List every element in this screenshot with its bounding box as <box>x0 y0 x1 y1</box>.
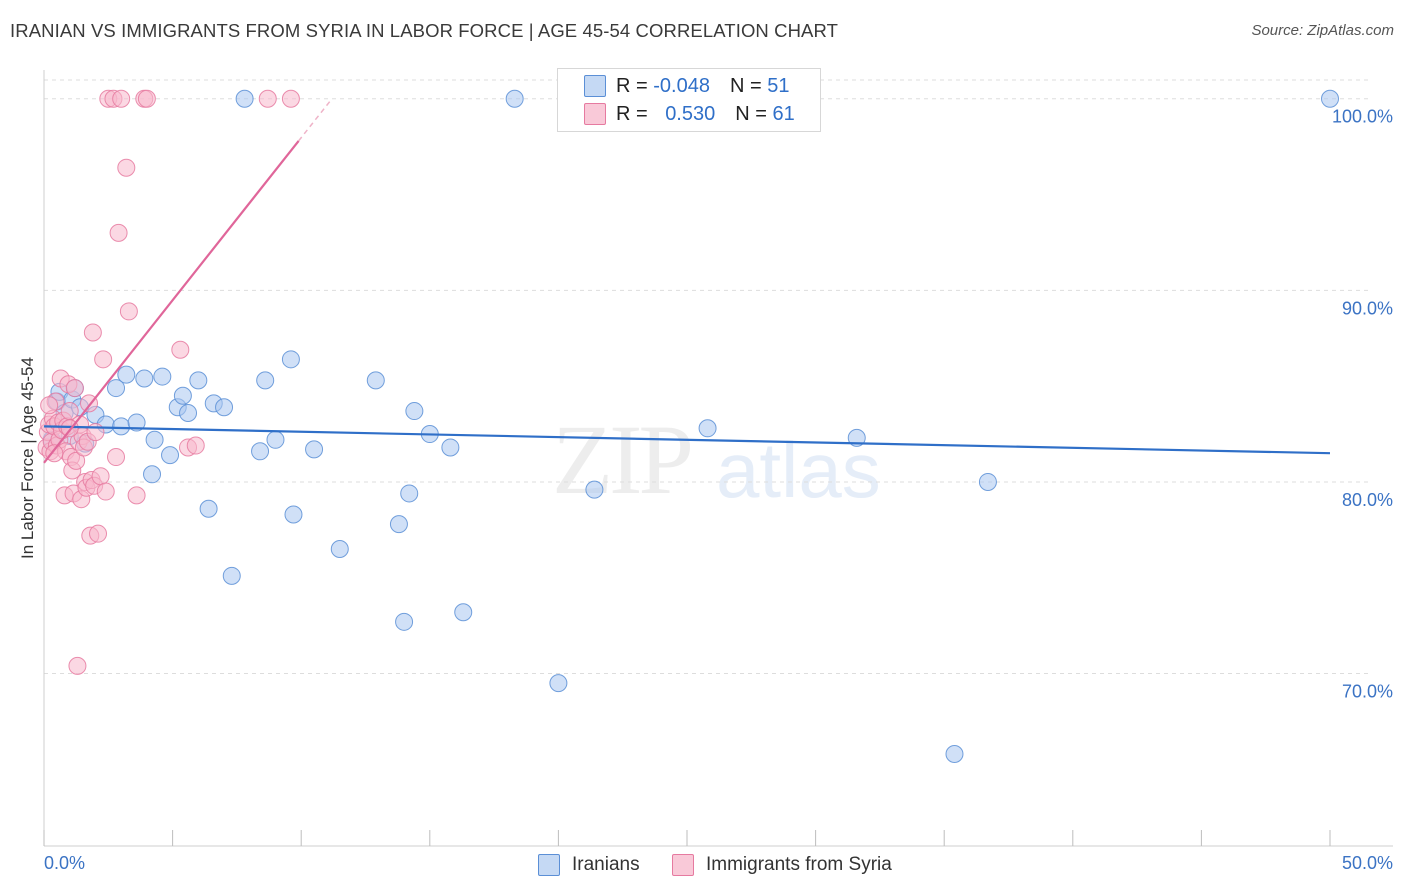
syria-point <box>40 396 59 415</box>
iranian-point <box>117 365 136 384</box>
y-tick-label: 70.0% <box>1342 682 1393 702</box>
iranian-point <box>127 413 146 432</box>
y-tick-label: 100.0% <box>1332 107 1393 127</box>
correlation-legend: R = -0.048 N = 51 R = 0.530 N = 61 <box>557 68 821 132</box>
iranian-point <box>107 379 126 398</box>
iranian-point <box>366 371 385 390</box>
bottom-legend-iranians: Iranians <box>538 852 640 878</box>
iranian-point <box>441 438 460 457</box>
iranian-point <box>505 89 524 108</box>
syria-point <box>94 350 113 369</box>
iranian-trend-line <box>43 425 1331 455</box>
legend-swatch-blue <box>584 75 606 97</box>
x-tick-label: 0.0% <box>44 853 85 873</box>
iranian-point <box>235 89 254 108</box>
syria-point <box>137 89 156 108</box>
syria-point <box>281 89 300 108</box>
iranian-point <box>199 499 218 518</box>
iranian-point <box>266 430 285 449</box>
syria-point <box>65 379 84 398</box>
iranian-point <box>179 403 198 422</box>
iranian-point <box>222 566 241 585</box>
iranian-point <box>173 386 192 405</box>
iranian-point <box>847 428 866 447</box>
iranian-point <box>251 442 270 461</box>
iranian-point <box>153 367 172 386</box>
syria-trend-extension <box>298 98 333 142</box>
iranian-point <box>454 603 473 622</box>
iranian-point <box>395 612 414 631</box>
syria-point <box>109 223 128 242</box>
legend-stats-iranians: R = -0.048 N = 51 <box>616 74 790 97</box>
iranian-point <box>256 371 275 390</box>
y-tick-label: 80.0% <box>1342 490 1393 510</box>
iranian-point <box>330 540 349 559</box>
iranian-point <box>189 371 208 390</box>
iranian-point <box>215 398 234 417</box>
iranian-point <box>281 350 300 369</box>
syria-point <box>68 656 87 675</box>
syria-point <box>45 444 64 463</box>
bottom-legend-swatch-blue <box>538 854 560 876</box>
x-tick-label: 50.0% <box>1342 853 1393 873</box>
syria-point <box>119 302 138 321</box>
syria-point <box>127 486 146 505</box>
bottom-legend-label-syria: Immigrants from Syria <box>706 854 892 875</box>
chart-title: IRANIAN VS IMMIGRANTS FROM SYRIA IN LABO… <box>10 20 839 41</box>
iranian-point <box>305 440 324 459</box>
bottom-legend-syria: Immigrants from Syria <box>672 852 892 878</box>
legend-stats-syria: R = 0.530 N = 61 <box>616 102 795 125</box>
iranian-point <box>549 674 568 693</box>
iranian-point <box>405 402 424 421</box>
iranian-point <box>161 446 180 465</box>
syria-point <box>117 158 136 177</box>
syria-trend-line <box>43 140 300 464</box>
iranian-point <box>400 484 419 503</box>
y-tick-label: 90.0% <box>1342 298 1393 318</box>
iranian-point <box>145 430 164 449</box>
iranian-point <box>112 417 131 436</box>
bottom-legend-label-iranians: Iranians <box>572 854 640 875</box>
iranian-point <box>945 745 964 764</box>
syria-point <box>89 524 108 543</box>
iranian-point <box>284 505 303 524</box>
syria-point <box>112 89 131 108</box>
iranian-point <box>135 369 154 388</box>
syria-point <box>96 482 115 501</box>
iranian-point <box>1321 89 1339 108</box>
iranian-point <box>585 480 604 499</box>
syria-point <box>91 467 110 486</box>
syria-point <box>258 89 277 108</box>
legend-swatch-pink <box>584 103 606 125</box>
iranian-point <box>389 515 408 534</box>
chart-source: Source: ZipAtlas.com <box>1251 22 1394 39</box>
syria-point <box>67 451 86 470</box>
syria-point <box>186 436 205 455</box>
iranian-point <box>143 465 162 484</box>
syria-point <box>86 423 105 442</box>
bottom-legend-swatch-pink <box>672 854 694 876</box>
syria-point <box>107 448 126 467</box>
iranian-point <box>698 419 717 438</box>
syria-point <box>171 340 190 359</box>
watermark-zip: ZIP <box>552 404 694 515</box>
syria-point <box>83 323 102 342</box>
iranian-point <box>978 472 997 491</box>
